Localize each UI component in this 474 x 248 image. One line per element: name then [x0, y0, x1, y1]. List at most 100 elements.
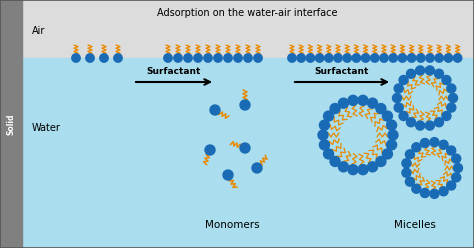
Circle shape — [447, 84, 456, 93]
Text: Surfactant: Surfactant — [315, 67, 369, 76]
Circle shape — [325, 54, 333, 62]
Circle shape — [387, 140, 397, 150]
Circle shape — [240, 100, 250, 110]
Circle shape — [399, 112, 408, 121]
Circle shape — [392, 93, 401, 102]
Circle shape — [319, 140, 329, 150]
Circle shape — [252, 163, 262, 173]
Circle shape — [338, 98, 348, 108]
Circle shape — [338, 162, 348, 172]
Circle shape — [367, 98, 377, 108]
Circle shape — [72, 54, 80, 62]
Circle shape — [174, 54, 182, 62]
Circle shape — [210, 105, 220, 115]
Circle shape — [358, 95, 368, 105]
Circle shape — [376, 156, 386, 166]
Circle shape — [454, 163, 463, 173]
Circle shape — [439, 140, 448, 149]
Circle shape — [371, 54, 379, 62]
Text: Surfactant: Surfactant — [147, 67, 201, 76]
Bar — [22, 0, 474, 58]
Circle shape — [447, 146, 456, 155]
Circle shape — [348, 95, 358, 105]
Circle shape — [447, 103, 456, 112]
Circle shape — [330, 156, 340, 166]
Circle shape — [448, 93, 457, 102]
Circle shape — [389, 54, 397, 62]
Circle shape — [164, 54, 172, 62]
Circle shape — [86, 54, 94, 62]
Circle shape — [405, 177, 414, 186]
Circle shape — [399, 75, 408, 85]
Circle shape — [204, 54, 212, 62]
Circle shape — [425, 121, 434, 130]
Circle shape — [444, 54, 453, 62]
Circle shape — [435, 69, 444, 78]
Circle shape — [430, 189, 439, 198]
Circle shape — [367, 162, 377, 172]
Circle shape — [442, 112, 451, 121]
Circle shape — [319, 120, 329, 130]
Circle shape — [352, 54, 361, 62]
Circle shape — [420, 188, 429, 197]
Circle shape — [407, 118, 416, 127]
Circle shape — [361, 54, 370, 62]
Circle shape — [387, 120, 397, 130]
Circle shape — [324, 111, 334, 121]
Circle shape — [435, 54, 443, 62]
Circle shape — [224, 54, 232, 62]
Text: Adsorption on the water-air interface: Adsorption on the water-air interface — [157, 8, 337, 18]
Text: Micelles: Micelles — [394, 220, 436, 230]
Circle shape — [405, 150, 414, 159]
Text: Monomers: Monomers — [205, 220, 259, 230]
Circle shape — [348, 165, 358, 175]
Circle shape — [402, 168, 411, 177]
Text: Solid: Solid — [7, 113, 16, 135]
Circle shape — [380, 54, 388, 62]
Circle shape — [358, 165, 368, 175]
Circle shape — [318, 130, 328, 140]
Circle shape — [205, 145, 215, 155]
Circle shape — [244, 54, 252, 62]
Circle shape — [184, 54, 192, 62]
Bar — [22, 58, 474, 248]
Circle shape — [420, 138, 429, 148]
Circle shape — [254, 54, 262, 62]
Circle shape — [100, 54, 108, 62]
Circle shape — [398, 54, 407, 62]
Circle shape — [388, 130, 398, 140]
Circle shape — [417, 54, 425, 62]
Circle shape — [407, 54, 416, 62]
Circle shape — [324, 149, 334, 159]
Circle shape — [407, 69, 416, 78]
Circle shape — [383, 149, 392, 159]
Circle shape — [439, 187, 448, 196]
Circle shape — [343, 54, 351, 62]
Text: Water: Water — [32, 123, 61, 133]
Circle shape — [452, 173, 461, 182]
Circle shape — [394, 103, 403, 112]
Circle shape — [214, 54, 222, 62]
Circle shape — [383, 111, 392, 121]
Circle shape — [240, 143, 250, 153]
Circle shape — [234, 54, 242, 62]
Circle shape — [288, 54, 296, 62]
Circle shape — [452, 154, 461, 163]
Circle shape — [454, 54, 462, 62]
Circle shape — [430, 138, 439, 147]
Circle shape — [416, 121, 425, 130]
Circle shape — [412, 184, 421, 193]
Circle shape — [297, 54, 305, 62]
Text: Air: Air — [32, 26, 46, 36]
Circle shape — [376, 104, 386, 114]
Bar — [0, 0, 22, 248]
Circle shape — [412, 143, 421, 152]
Circle shape — [194, 54, 202, 62]
Circle shape — [402, 159, 411, 168]
Circle shape — [315, 54, 324, 62]
Circle shape — [447, 181, 456, 190]
Circle shape — [416, 66, 425, 75]
Circle shape — [435, 118, 444, 127]
Circle shape — [114, 54, 122, 62]
Circle shape — [425, 66, 434, 75]
